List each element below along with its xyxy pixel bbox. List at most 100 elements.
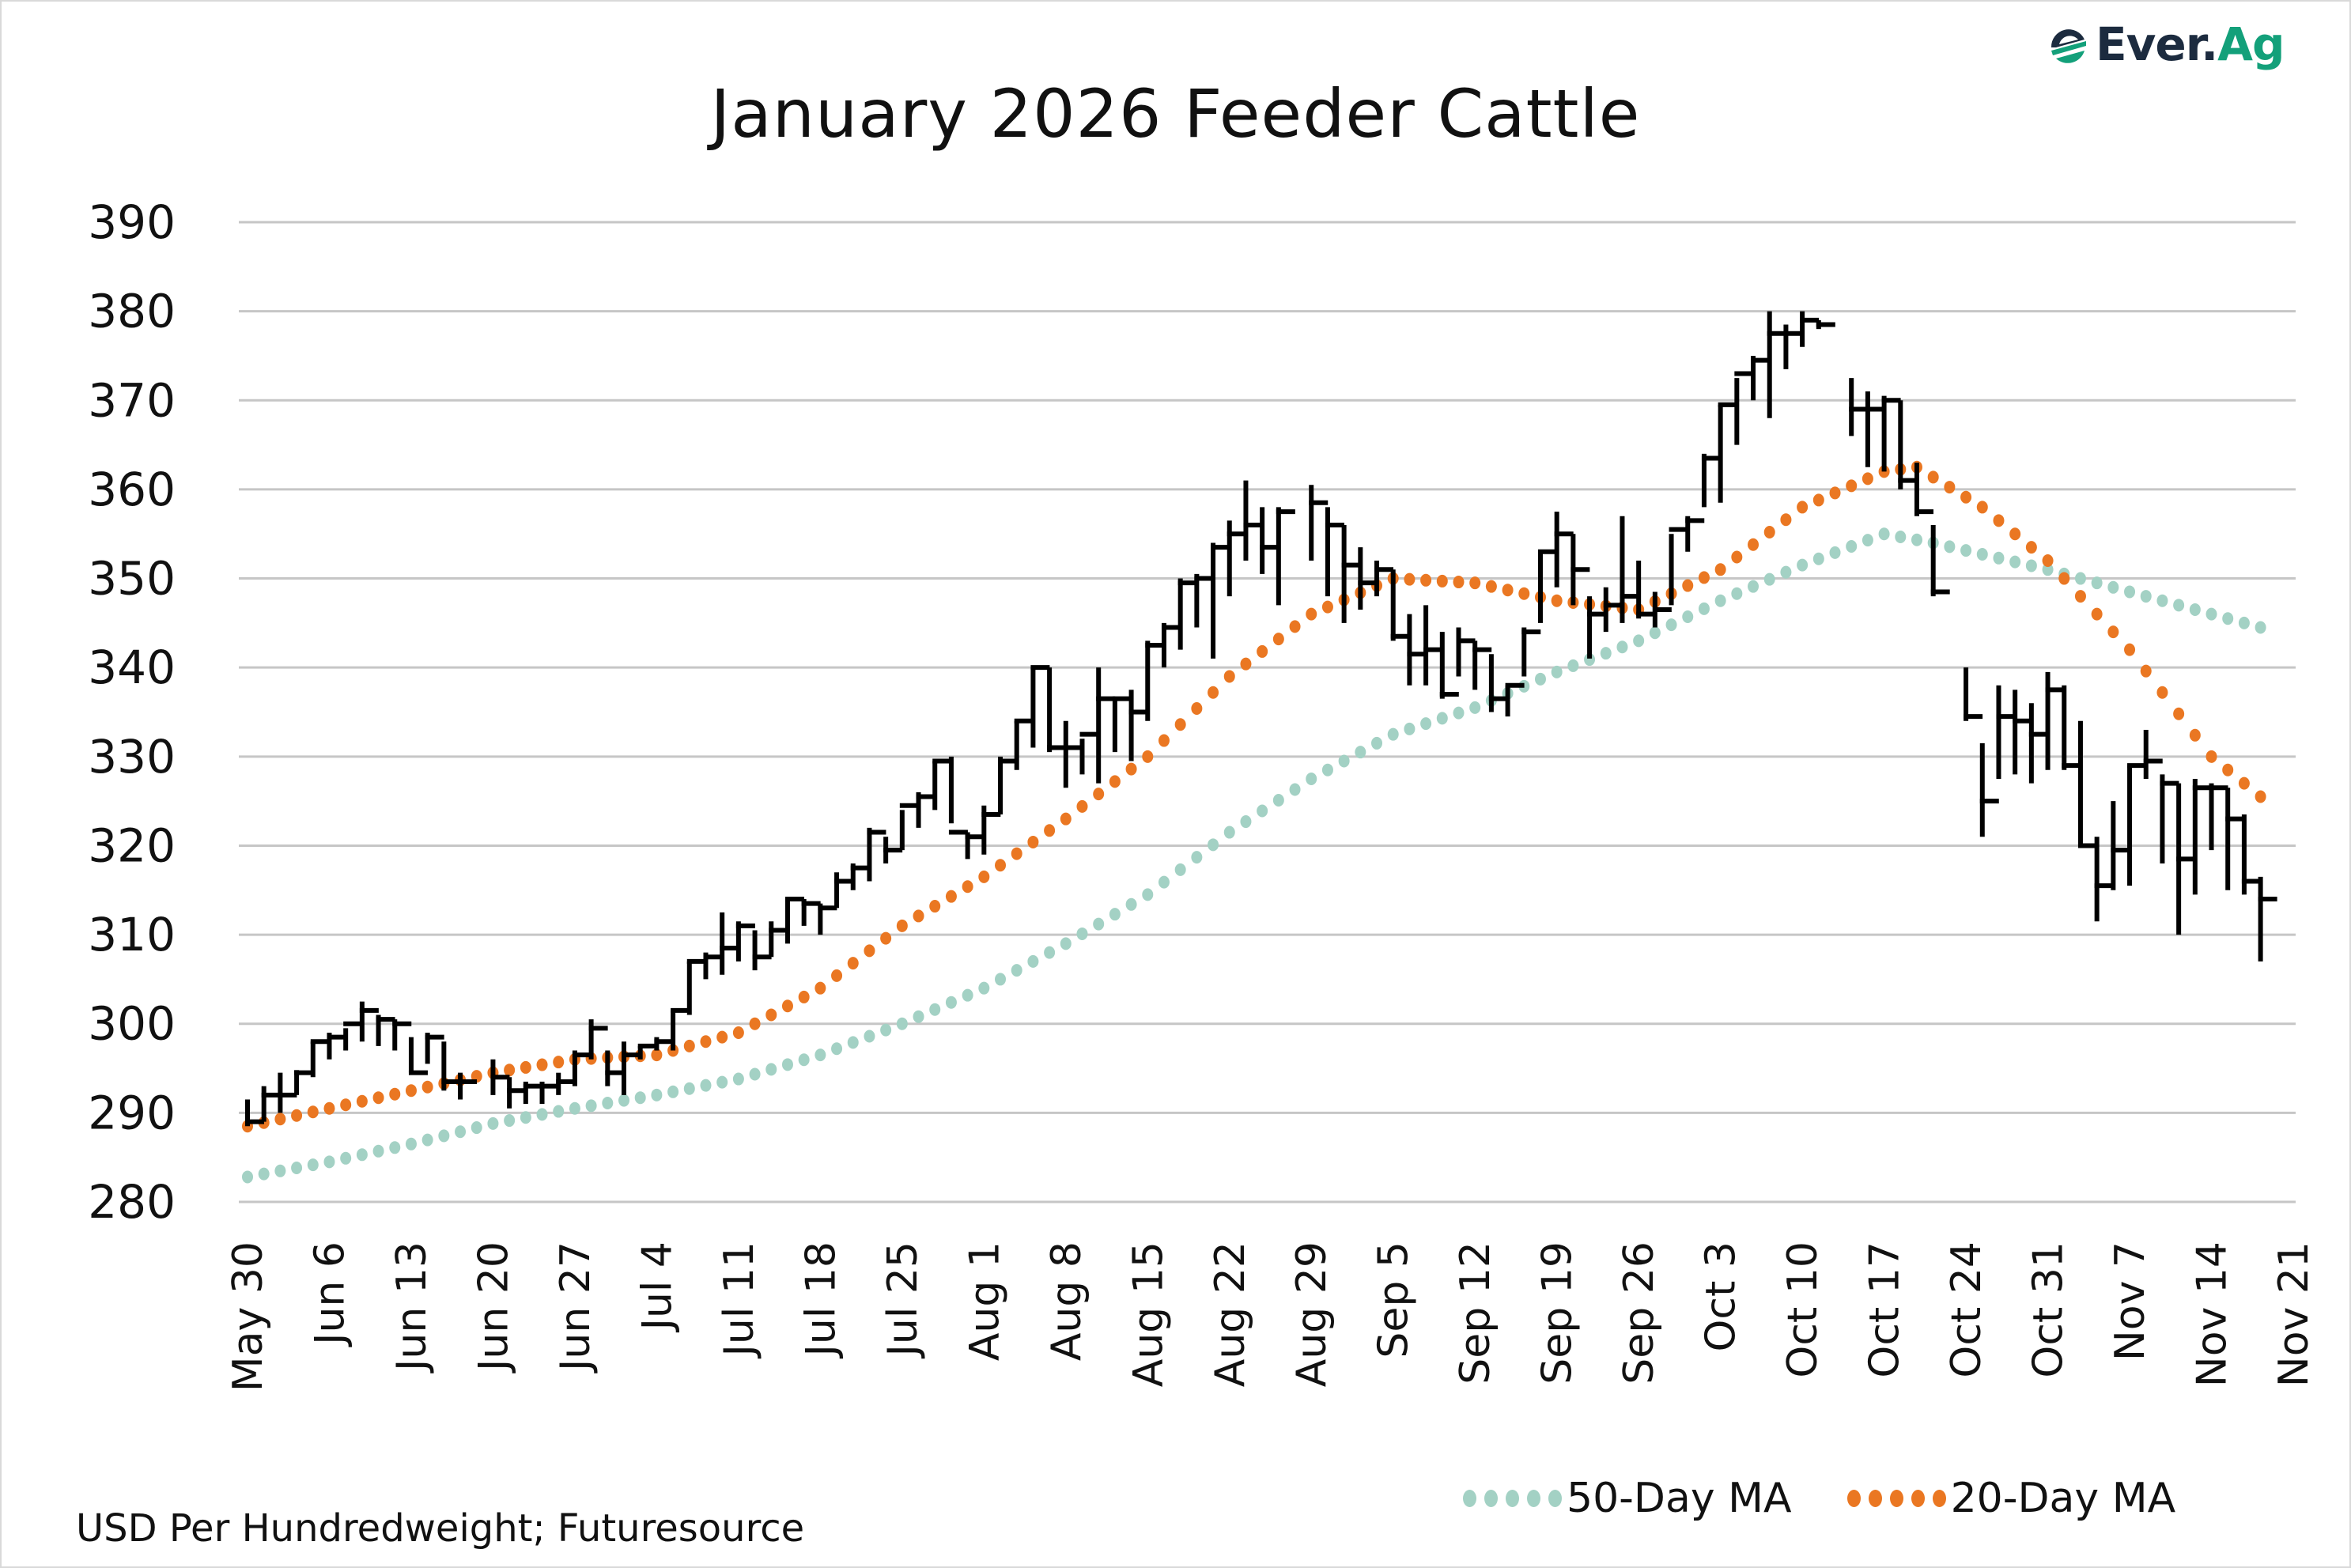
ma50-point <box>2255 621 2266 634</box>
legend-item-ma50: 50-Day MA <box>1463 1475 1792 1522</box>
ma50-point <box>1665 618 1677 632</box>
ma50-point <box>700 1079 712 1092</box>
x-tick-label: Jul 25 <box>879 1241 927 1358</box>
ma20-point <box>929 900 941 913</box>
x-tick-label: Jun 27 <box>552 1241 599 1373</box>
ma50-point <box>1714 594 1726 607</box>
price-bar <box>1341 524 1361 623</box>
ma20-point <box>1027 835 1039 848</box>
price-bar <box>1734 371 1754 445</box>
ma50-point <box>602 1096 614 1109</box>
ma50-point <box>1420 717 1432 731</box>
price-bar <box>343 1021 363 1051</box>
x-tick-label: Oct 17 <box>1862 1241 1909 1378</box>
price-bar <box>899 803 919 851</box>
ma50-point <box>1011 964 1022 977</box>
ma50-point <box>1404 722 1416 735</box>
price-bar <box>916 792 935 828</box>
ma50-point <box>1355 746 1366 759</box>
ma50-point <box>1208 838 1219 852</box>
price-bar <box>1079 731 1099 775</box>
ma20-point <box>1321 600 1333 614</box>
ma20-point <box>765 1008 777 1022</box>
price-bar <box>1587 596 1607 659</box>
price-bar <box>2192 778 2212 895</box>
price-bar <box>735 921 755 962</box>
x-tick-label: Jul 11 <box>716 1241 763 1358</box>
ma50-point <box>2189 603 2201 616</box>
ma20-point <box>2091 607 2103 621</box>
ma20-point <box>274 1113 286 1126</box>
ma50-point <box>1109 908 1121 921</box>
price-bar <box>1014 718 1034 770</box>
price-bar <box>1063 720 1083 788</box>
ma20-point <box>700 1035 712 1048</box>
price-bar <box>1800 311 1820 347</box>
x-tick-label: Jun 20 <box>470 1241 517 1373</box>
ma50-point <box>2156 594 2168 607</box>
ma20-point <box>1404 572 1416 586</box>
ma20-point <box>1518 587 1530 600</box>
chart-title: January 2026 Feeder Cattle <box>710 75 1641 153</box>
ma20-point <box>520 1060 531 1074</box>
ma50-point <box>1682 610 1694 623</box>
ma50-point <box>1976 547 1988 561</box>
price-bar <box>2077 720 2097 848</box>
ma50-point <box>340 1151 352 1165</box>
ma50-point <box>1911 533 1922 546</box>
ma20-point <box>1257 644 1268 658</box>
ma20-point <box>1125 762 1137 776</box>
y-tick-label: 320 <box>88 818 176 872</box>
price-bar <box>1243 480 1263 561</box>
ma20-point <box>389 1087 401 1101</box>
ma20-point <box>962 880 973 894</box>
x-tick-label: Nov 21 <box>2270 1241 2318 1387</box>
price-bar <box>1718 402 1737 503</box>
ma20-point <box>1109 775 1121 788</box>
ma20-point <box>716 1030 728 1044</box>
ma20-point <box>1093 788 1105 801</box>
ma50-point <box>1534 672 1546 686</box>
price-bar <box>671 1007 690 1051</box>
y-tick-label: 340 <box>88 640 176 694</box>
ma50-point <box>1191 851 1203 864</box>
ma20-point <box>732 1026 744 1039</box>
ma50-point <box>1797 558 1809 572</box>
price-bar <box>2062 685 2081 770</box>
price-bar <box>392 1019 412 1051</box>
ma50-point <box>798 1053 810 1067</box>
ma20-point <box>683 1039 695 1052</box>
price-bar <box>458 1072 478 1100</box>
ma50-point <box>1093 917 1105 931</box>
ma20-point <box>1960 490 1972 504</box>
price-bar <box>965 832 985 860</box>
ma50-point <box>536 1108 548 1121</box>
price-bar <box>1423 605 1443 686</box>
x-tick-label: May 30 <box>225 1241 272 1392</box>
legend-label-ma50: 50-Day MA <box>1567 1475 1792 1522</box>
ma20-point <box>798 990 810 1003</box>
ma50-point <box>1338 754 1350 768</box>
price-bar <box>1488 654 1508 712</box>
ma20-point <box>2189 728 2201 742</box>
ma20-point <box>1011 847 1022 860</box>
ma20-point <box>1306 607 1317 621</box>
price-bar <box>2241 814 2261 895</box>
x-tick-label: Sep 19 <box>1534 1241 1582 1385</box>
ma50-point <box>732 1072 744 1086</box>
ma50-point <box>1731 587 1743 600</box>
price-bar <box>2225 788 2245 890</box>
price-bar <box>622 1041 641 1095</box>
y-tick-label: 330 <box>88 730 176 784</box>
price-bar <box>507 1077 527 1109</box>
ma20-point <box>1208 686 1219 699</box>
ma20-point <box>978 870 990 883</box>
ma50-point <box>765 1063 777 1076</box>
ma50-point <box>1895 530 1907 543</box>
ma50-point <box>2173 599 2185 612</box>
ma50-point <box>291 1161 303 1174</box>
ma50-point <box>880 1023 892 1037</box>
price-bar <box>1439 632 1459 699</box>
ma20-point <box>1551 594 1563 607</box>
price-bar <box>1211 542 1230 659</box>
